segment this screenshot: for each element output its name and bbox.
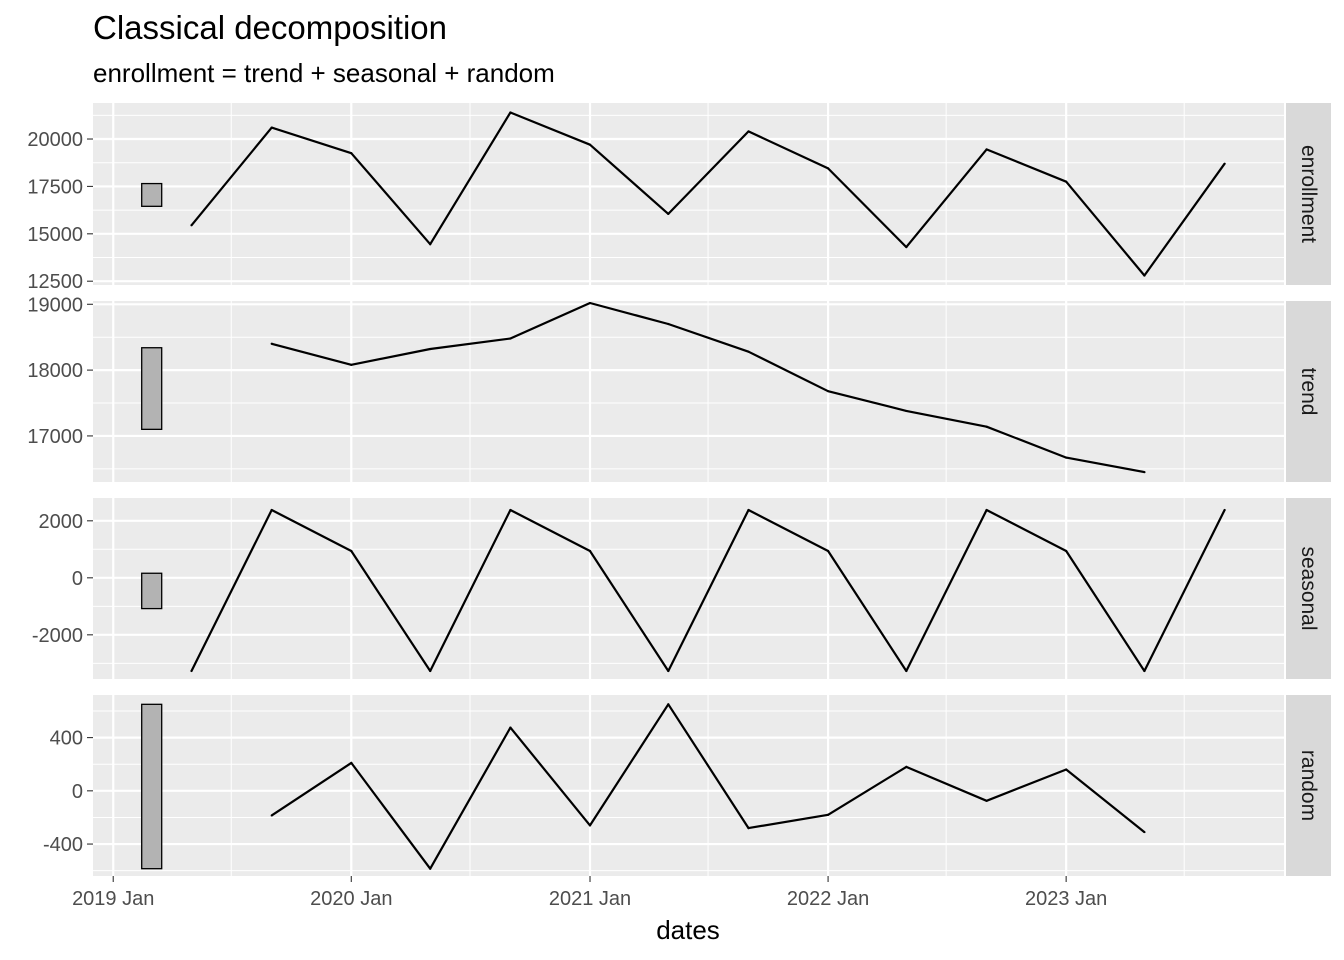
data-point — [1223, 162, 1226, 165]
scale-bar — [141, 703, 163, 870]
data-point — [747, 130, 750, 133]
y-tick-label: -400 — [43, 834, 83, 856]
scale-bar — [141, 572, 163, 610]
panel-background — [93, 498, 1284, 679]
data-point — [1143, 274, 1146, 277]
y-tick-label: 400 — [50, 728, 83, 750]
y-tick-label: 15000 — [27, 224, 83, 246]
data-point — [270, 508, 273, 512]
data-point — [826, 813, 830, 816]
data-point — [509, 111, 512, 114]
chart-title: Classical decomposition — [93, 9, 447, 46]
data-point — [429, 347, 432, 351]
data-point — [747, 508, 750, 512]
data-point — [190, 669, 193, 673]
data-point — [350, 152, 353, 155]
y-tick-label: 17500 — [27, 176, 83, 198]
panel-trend: 17000 18000 19000 trend — [27, 294, 1331, 482]
series-line-trend — [271, 301, 1145, 474]
data-point — [588, 143, 592, 146]
panel-seasonal: -2000 0 2000 seasonal — [32, 498, 1331, 679]
facet-strip-label: enrollment — [1297, 145, 1320, 243]
data-point — [270, 126, 273, 129]
x-tick-label: 2023 Jan — [1025, 888, 1107, 910]
data-point — [190, 224, 193, 227]
data-point — [429, 867, 432, 870]
data-point — [509, 508, 512, 512]
facet-strip-label: random — [1297, 750, 1320, 821]
series-line-seasonal — [190, 508, 1226, 673]
data-point — [350, 549, 353, 553]
data-point — [1065, 549, 1068, 553]
data-point — [667, 669, 670, 673]
y-tick-label: 18000 — [27, 360, 83, 382]
data-point — [270, 814, 273, 817]
data-point — [509, 337, 512, 340]
data-point — [1143, 471, 1146, 474]
data-point — [667, 322, 670, 326]
y-tick-label: 2000 — [39, 511, 84, 533]
data-point — [905, 669, 908, 673]
data-point — [985, 508, 988, 512]
data-point — [588, 301, 592, 305]
panel-enrollment: 12500 15000 17500 20000 enrollment — [27, 103, 1331, 293]
facet-strip — [1286, 301, 1331, 482]
x-axis: 2019 Jan 2020 Jan 2021 Jan 2022 Jan 2023 Jan — [72, 876, 1107, 910]
y-tick-label: 19000 — [27, 294, 83, 316]
x-tick-label: 2021 Jan — [549, 888, 631, 910]
y-tick-label: 0 — [72, 568, 83, 590]
data-point — [1065, 180, 1068, 183]
facet-strip-label: trend — [1297, 368, 1320, 416]
data-point — [588, 549, 592, 553]
data-point — [747, 826, 750, 830]
data-point — [667, 703, 670, 706]
facet-panels: 12500150001750020000enrollment1700018000… — [27, 103, 1331, 876]
panel-background — [93, 301, 1284, 482]
data-point — [588, 824, 592, 827]
data-point — [905, 765, 908, 768]
facet-strip — [1286, 498, 1331, 679]
data-point — [350, 363, 353, 366]
x-axis-label: dates — [656, 915, 720, 945]
series-line-enrollment — [190, 111, 1226, 277]
data-point — [509, 726, 512, 729]
x-tick-label: 2019 Jan — [72, 888, 154, 910]
y-tick-label: 17000 — [27, 426, 83, 448]
data-point — [826, 167, 830, 170]
data-point — [1065, 456, 1068, 459]
y-tick-label: 12500 — [27, 271, 83, 293]
data-point — [429, 243, 432, 246]
facet-strip-label: seasonal — [1297, 546, 1320, 630]
panel-random: -400 0 400 random — [43, 695, 1331, 876]
scale-bar — [141, 182, 163, 207]
data-point — [429, 669, 432, 673]
chart-subtitle: enrollment = trend + seasonal + random — [93, 58, 555, 88]
y-tick-label: 0 — [72, 781, 83, 803]
series-line-random — [271, 703, 1146, 870]
data-point — [985, 148, 988, 151]
y-tick-label: 20000 — [27, 129, 83, 151]
data-point — [905, 245, 908, 249]
facet-strip — [1286, 103, 1331, 285]
data-point — [667, 212, 670, 216]
data-point — [905, 409, 908, 413]
panel-background — [93, 695, 1284, 876]
data-point — [1143, 830, 1146, 834]
data-point — [350, 761, 353, 764]
data-point — [985, 425, 988, 428]
x-tick-label: 2022 Jan — [787, 888, 869, 910]
data-point — [747, 350, 750, 353]
data-point — [826, 390, 830, 393]
data-point — [826, 549, 830, 553]
data-point — [270, 342, 273, 345]
facet-strip — [1286, 695, 1331, 876]
data-point — [1065, 768, 1068, 771]
data-point — [1223, 508, 1226, 512]
scale-bar — [141, 347, 163, 430]
x-tick-label: 2020 Jan — [310, 888, 392, 910]
data-point — [985, 799, 988, 802]
data-point — [1143, 669, 1146, 673]
y-tick-label: -2000 — [32, 625, 83, 647]
